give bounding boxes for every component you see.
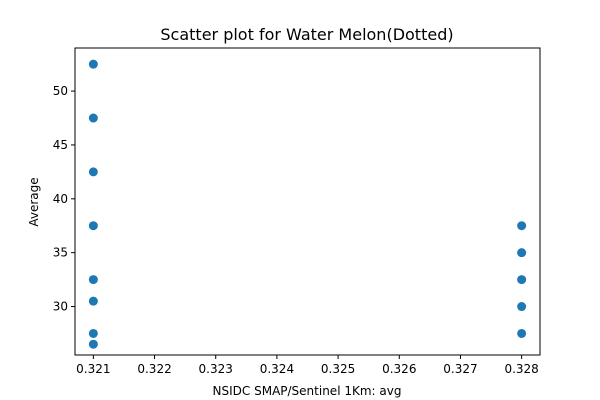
x-tick-label: 0.322 (137, 362, 171, 376)
x-tick-label: 0.321 (76, 362, 110, 376)
x-tick-label: 0.323 (199, 362, 233, 376)
scatter-point (88, 328, 98, 338)
scatter-point (517, 275, 527, 285)
scatter-point (88, 339, 98, 349)
y-tick-label: 40 (53, 192, 68, 206)
scatter-point (517, 221, 527, 231)
scatter-point (517, 248, 527, 258)
y-tick-label: 35 (53, 246, 68, 260)
scatter-point (88, 113, 98, 123)
x-tick-label: 0.327 (443, 362, 477, 376)
ticks-layer: 0.321 0.322 0.323 0.324 0.325 0.326 0.327 0.328… (53, 84, 539, 376)
plot-frame (74, 47, 541, 356)
scatter-point (88, 296, 98, 306)
y-tick-label: 30 (53, 300, 68, 314)
scatter-point (88, 275, 98, 285)
x-tick-label: 0.326 (382, 362, 416, 376)
scatter-point (88, 221, 98, 231)
x-tick-label: 0.328 (504, 362, 538, 376)
chart-title: Scatter plot for Water Melon(Dotted) (160, 25, 453, 44)
x-tick-label: 0.325 (321, 362, 355, 376)
scatter-point (517, 328, 527, 338)
x-tick-label: 0.324 (260, 362, 294, 376)
scatter-point (517, 302, 527, 312)
y-tick-label: 50 (53, 84, 68, 98)
marks-layer (88, 59, 527, 349)
scatter-point (88, 167, 98, 177)
x-axis-label: NSIDC SMAP/Sentinel 1Km: avg (213, 384, 402, 398)
scatter-point (88, 59, 98, 69)
y-tick-label: 45 (53, 138, 68, 152)
y-axis-label: Average (27, 177, 41, 226)
